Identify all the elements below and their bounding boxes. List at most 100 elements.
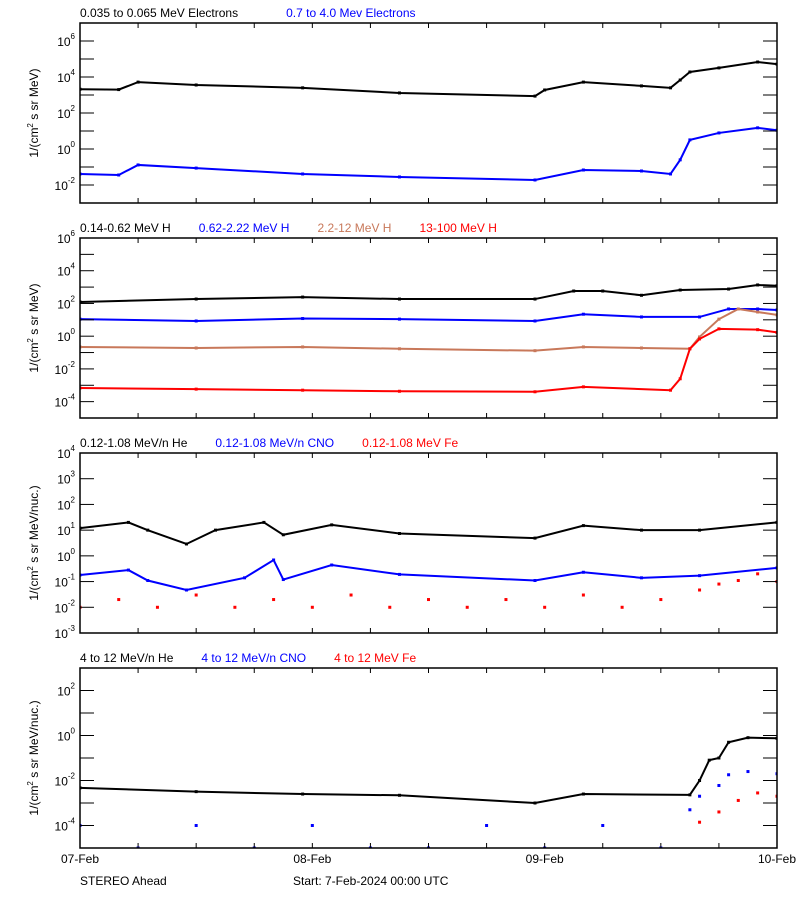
- y-tick-label: 101: [57, 521, 75, 538]
- data-point: [736, 798, 740, 802]
- data-point: [136, 163, 140, 167]
- data-point: [639, 169, 643, 173]
- data-point: [397, 532, 401, 536]
- data-point: [397, 793, 401, 797]
- data-point: [301, 172, 305, 176]
- data-point: [688, 793, 692, 797]
- data-point: [688, 808, 692, 812]
- data-point: [678, 288, 682, 292]
- data-point: [717, 327, 721, 331]
- data-point: [533, 536, 537, 540]
- data-point: [581, 385, 585, 389]
- data-point: [669, 172, 673, 176]
- data-point: [194, 593, 198, 597]
- data-point: [194, 319, 198, 323]
- data-point: [756, 126, 760, 130]
- data-point: [727, 773, 731, 777]
- x-tick-label: 10-Feb: [758, 852, 796, 866]
- data-point: [581, 593, 585, 597]
- x-tick-label: 07-Feb: [61, 852, 99, 866]
- series-line: [80, 521, 777, 546]
- data-point: [698, 820, 702, 824]
- y-axis-label: 1/(cm2 s sr MeV/nuc.): [26, 700, 41, 815]
- y-tick-label: 100: [57, 327, 75, 344]
- y-axis-label: 1/(cm2 s sr MeV): [26, 283, 41, 372]
- data-point: [659, 598, 663, 602]
- data-point: [717, 131, 721, 135]
- data-point: [262, 520, 266, 524]
- data-point: [698, 794, 702, 798]
- legend-entry: 0.12-1.08 MeV/n CNO: [215, 436, 334, 450]
- data-point: [669, 86, 673, 90]
- data-point: [620, 605, 624, 609]
- legend-entry: 0.12-1.08 MeV Fe: [362, 436, 458, 450]
- data-point: [727, 287, 731, 291]
- data-point: [388, 605, 392, 609]
- data-point: [581, 80, 585, 84]
- data-point: [756, 283, 760, 287]
- y-tick-label: 104: [57, 444, 75, 461]
- legend-entry: 0.12-1.08 MeV/n He: [80, 436, 188, 450]
- data-point: [698, 528, 702, 532]
- data-point: [194, 83, 198, 87]
- data-point: [465, 605, 469, 609]
- data-point: [707, 758, 711, 762]
- data-point: [639, 84, 643, 88]
- data-point: [581, 524, 585, 528]
- data-point: [184, 542, 188, 546]
- data-point: [756, 310, 760, 314]
- data-point: [639, 528, 643, 532]
- series-3: [698, 791, 777, 824]
- data-point: [533, 297, 537, 301]
- data-point: [756, 307, 760, 311]
- data-point: [639, 315, 643, 319]
- data-point: [301, 388, 305, 392]
- data-point: [533, 319, 537, 323]
- legend-entry: 2.2-12 MeV H: [317, 221, 391, 235]
- data-point: [678, 158, 682, 162]
- y-tick-label: 10-4: [55, 393, 76, 410]
- series-line: [80, 307, 777, 322]
- data-point: [397, 175, 401, 179]
- series-line: [80, 307, 777, 352]
- data-point: [717, 66, 721, 70]
- data-point: [184, 588, 188, 592]
- y-tick-label: 102: [57, 682, 75, 699]
- panel-4: 4 to 12 MeV/n He 4 to 12 MeV/n CNO 4 to 12…: [26, 651, 778, 849]
- data-point: [581, 168, 585, 172]
- data-point: [698, 335, 702, 339]
- series-1: [80, 736, 777, 805]
- series-line: [80, 327, 777, 393]
- data-point: [533, 801, 537, 805]
- data-point: [543, 88, 547, 92]
- data-point: [427, 598, 430, 602]
- y-tick-label: 10-2: [55, 772, 76, 789]
- y-tick-label: 102: [57, 495, 75, 512]
- series-1: [80, 520, 777, 546]
- series-2: [80, 307, 777, 323]
- data-point: [698, 315, 702, 319]
- x-tick-label: 08-Feb: [293, 852, 331, 866]
- data-point: [639, 346, 643, 350]
- data-point: [397, 389, 401, 393]
- data-point: [669, 388, 673, 392]
- series-line: [80, 283, 777, 303]
- legend-entry: 0.62-2.22 MeV H: [199, 221, 290, 235]
- data-point: [485, 824, 489, 827]
- data-point: [717, 810, 721, 814]
- data-point: [543, 605, 547, 609]
- data-point: [349, 593, 353, 597]
- data-point: [698, 337, 702, 341]
- data-point: [698, 574, 702, 578]
- y-tick-label: 100: [57, 547, 75, 564]
- data-point: [301, 792, 305, 796]
- legend-entry: 4 to 12 MeV/n CNO: [201, 651, 306, 665]
- data-point: [717, 783, 721, 787]
- series-line: [80, 61, 777, 98]
- series-line: [80, 558, 777, 592]
- data-point: [330, 523, 334, 527]
- data-point: [310, 824, 314, 827]
- legend-entry: 4 to 12 MeV/n He: [80, 651, 174, 665]
- data-point: [756, 572, 760, 576]
